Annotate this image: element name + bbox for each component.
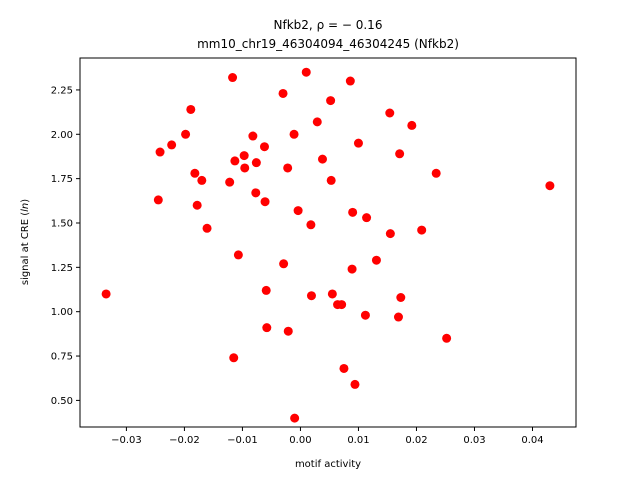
data-point-41	[339, 363, 349, 373]
data-point-5	[186, 104, 196, 114]
y-tick-label-1: 0.75	[51, 352, 73, 363]
chart-title-line1: Nfkb2, ρ = − 0.16	[274, 18, 383, 32]
data-point-42	[345, 76, 355, 86]
y-tick-label-5: 1.75	[51, 174, 73, 185]
data-point-8	[197, 175, 207, 185]
data-point-47	[360, 310, 370, 320]
data-point-1	[153, 195, 163, 205]
data-point-4	[181, 129, 191, 139]
y-tick-label-0: 0.50	[51, 396, 73, 407]
data-point-9	[202, 223, 212, 233]
data-point-44	[348, 207, 358, 217]
data-point-24	[278, 88, 288, 98]
data-point-37	[326, 175, 336, 185]
y-tick-label-7: 2.25	[51, 85, 73, 96]
data-point-26	[283, 163, 293, 173]
y-axis-label: signal at CRE (ln)	[20, 199, 31, 285]
x-axis-ticks: −0.03 −0.02 −0.01 0.00 0.01 0.02 0.03 0.04	[111, 427, 544, 446]
data-point-50	[385, 108, 395, 118]
data-point-55	[407, 120, 417, 130]
x-tick-label-2: −0.01	[227, 435, 258, 446]
data-point-7	[192, 200, 202, 210]
data-point-36	[326, 96, 336, 106]
data-point-25	[279, 259, 289, 269]
data-point-52	[393, 312, 403, 322]
data-point-10	[225, 177, 235, 187]
data-point-35	[317, 154, 327, 164]
data-point-11	[228, 73, 238, 83]
data-point-23	[262, 323, 272, 333]
data-point-54	[396, 293, 406, 302]
data-point-46	[353, 138, 363, 148]
y-tick-label-2: 1.00	[51, 307, 73, 318]
data-point-31	[301, 67, 311, 77]
data-point-38	[327, 289, 337, 299]
data-point-15	[239, 151, 249, 161]
data-point-51	[385, 229, 395, 239]
data-point-28	[289, 129, 299, 139]
data-points	[101, 67, 555, 423]
data-point-21	[260, 197, 270, 207]
data-point-27	[283, 326, 293, 336]
x-axis-label: motif activity	[295, 459, 361, 470]
data-point-6	[190, 168, 200, 178]
data-point-56	[417, 225, 427, 235]
data-point-57	[431, 168, 441, 178]
data-point-18	[251, 188, 261, 198]
data-point-2	[155, 147, 165, 157]
data-point-32	[306, 220, 316, 230]
x-tick-label-6: 0.03	[463, 435, 485, 446]
data-point-19	[251, 158, 261, 168]
data-point-22	[261, 285, 271, 295]
data-point-14	[233, 250, 243, 260]
data-point-29	[290, 413, 300, 423]
data-point-20	[259, 142, 269, 152]
y-tick-label-3: 1.25	[51, 263, 73, 274]
data-point-45	[350, 379, 360, 389]
x-tick-label-0: −0.03	[111, 435, 142, 446]
y-axis-label-suffix: )	[20, 199, 31, 203]
data-point-59	[545, 181, 555, 191]
data-point-17	[248, 131, 258, 141]
data-point-16	[240, 163, 250, 173]
plot-frame	[79, 57, 577, 428]
x-tick-label-5: 0.02	[405, 435, 427, 446]
data-point-12	[229, 353, 239, 363]
data-point-34	[312, 117, 322, 127]
y-tick-label-4: 1.50	[51, 218, 73, 229]
data-point-40	[337, 300, 347, 310]
data-point-49	[371, 255, 381, 265]
y-axis-ticks: 0.50 0.75 1.00 1.25 1.50 1.75 2.00 2.25	[51, 85, 80, 407]
data-point-43	[347, 264, 357, 274]
data-point-58	[442, 333, 452, 343]
x-tick-label-4: 0.01	[347, 435, 369, 446]
x-tick-label-7: 0.04	[521, 435, 543, 446]
chart-title-line2: mm10_chr19_46304094_46304245 (Nfkb2)	[197, 37, 459, 51]
y-axis-label-prefix: signal at CRE (	[20, 212, 31, 285]
x-tick-label-3: 0.00	[289, 435, 311, 446]
data-point-30	[293, 206, 303, 216]
y-axis-label-italic: ln	[20, 203, 31, 212]
y-tick-label-6: 2.00	[51, 130, 73, 141]
x-tick-label-1: −0.02	[169, 435, 200, 446]
data-point-48	[362, 213, 372, 223]
data-point-0	[101, 289, 111, 299]
data-point-53	[395, 149, 405, 159]
data-point-3	[167, 140, 177, 150]
data-point-13	[230, 156, 240, 166]
data-point-33	[306, 291, 316, 301]
